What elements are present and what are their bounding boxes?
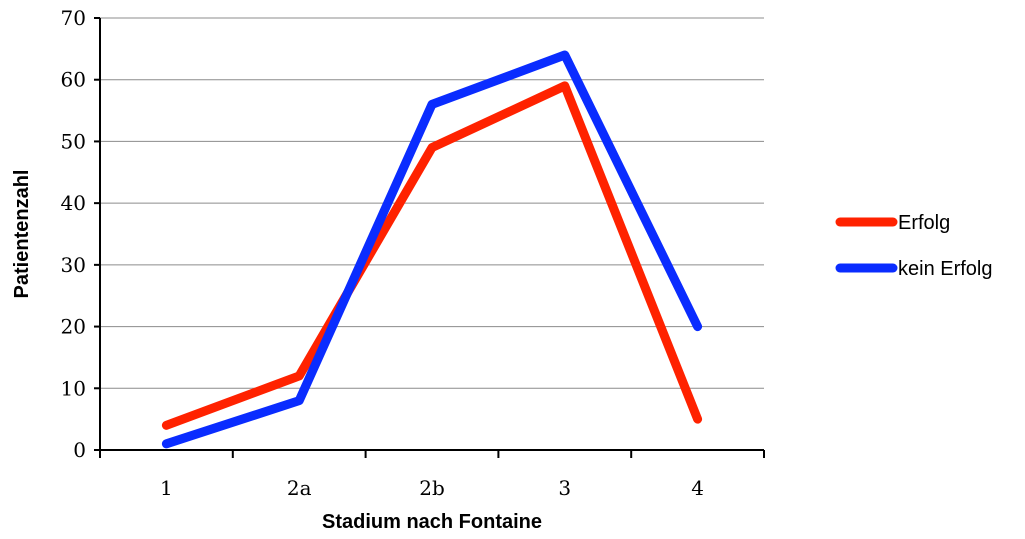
x-axis-ticks: 1 2a 2b 3 4 [99,450,765,500]
y-axis-ticks: 0 10 20 30 40 50 60 70 [61,6,100,462]
x-tick-label: 2a [287,476,312,500]
y-tick-label: 30 [61,253,86,277]
x-tick-label: 4 [691,476,704,500]
y-tick-label: 0 [73,438,86,462]
y-tick-label: 50 [61,129,86,153]
series-line-2 [161,50,703,449]
y-tick-label: 40 [61,191,86,215]
series-line-1 [161,81,703,430]
y-tick-label: 70 [61,6,86,30]
x-axis-title: Stadium nach Fontaine [322,511,542,533]
legend-label: kein Erfolg [898,258,993,280]
x-tick-label: 2b [419,476,445,500]
series-lines [161,50,703,449]
y-tick-label: 10 [61,376,86,400]
x-tick-label: 3 [558,476,571,500]
x-tick-label: 1 [160,476,173,500]
y-tick-label: 60 [61,68,86,92]
legend-label: Erfolg [898,212,950,234]
y-tick-label: 20 [61,315,86,339]
legend: Erfolg kein Erfolg [835,212,993,280]
gridlines [100,17,764,389]
y-axis-title: Patientenzahl [11,170,33,299]
